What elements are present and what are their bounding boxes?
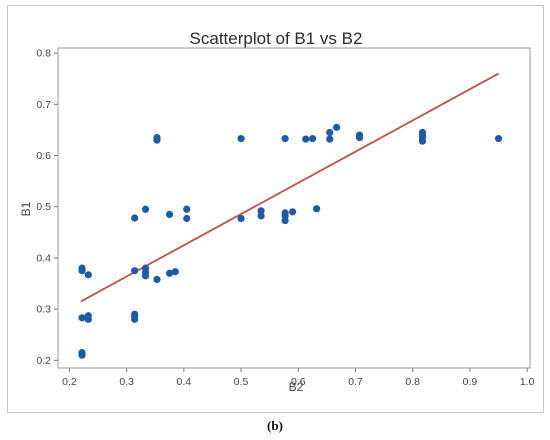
y-tick-label: 0.4	[36, 252, 51, 264]
x-tick-label: 0.5	[234, 376, 249, 388]
x-tick-label: 0.9	[463, 376, 478, 388]
chart-title: Scatterplot of B1 vs B2	[190, 29, 363, 48]
data-point	[165, 269, 174, 277]
data-point	[131, 267, 139, 275]
y-tick-label: 0.3	[36, 304, 51, 316]
y-tick-label: 0.5	[36, 201, 51, 213]
data-point	[281, 209, 289, 217]
plot-border	[57, 47, 531, 369]
data-point	[153, 275, 161, 284]
x-tick-label: 0.8	[405, 376, 420, 388]
data-point	[494, 135, 503, 143]
data-point	[302, 135, 310, 143]
data-point	[326, 135, 334, 143]
data-point	[237, 135, 245, 143]
data-point	[183, 214, 191, 223]
data-point	[84, 312, 92, 320]
y-tick-label: 0.6	[36, 150, 51, 162]
data-point	[78, 264, 86, 272]
data-point	[288, 208, 297, 216]
data-point	[78, 314, 86, 322]
data-point	[141, 205, 150, 213]
data-point	[131, 310, 139, 318]
data-point	[84, 271, 92, 279]
data-point	[237, 214, 245, 223]
x-tick-label: 0.6	[291, 376, 306, 388]
scatter-chart: 0.2 0.3 0.4 0.5 0.6 0.7 0.8 0.9 1.0 0.2 0.3 0.4 0.5 0…	[19, 29, 535, 394]
y-tick-label: 0.8	[36, 48, 51, 60]
x-tick-label: 1.0	[520, 376, 535, 388]
x-tick-label: 0.2	[62, 376, 77, 388]
data-point	[257, 212, 265, 220]
data-point	[281, 135, 289, 143]
chart-frame: 0.2 0.3 0.4 0.5 0.6 0.7 0.8 0.9 1.0 0.2 0.3 0.4 0.5 0…	[7, 5, 544, 413]
figure-caption: (b)	[267, 418, 283, 433]
data-point	[355, 131, 364, 139]
data-point	[183, 205, 191, 213]
data-point	[78, 349, 86, 357]
y-tick-label: 0.2	[36, 355, 51, 367]
x-axis-label: B2	[289, 380, 304, 394]
data-point	[131, 214, 139, 222]
y-tick-label: 0.7	[36, 99, 51, 111]
x-tick-label: 0.7	[348, 376, 363, 388]
data-point	[312, 205, 321, 213]
data-point	[418, 128, 427, 137]
x-tick-label: 0.3	[119, 376, 134, 388]
y-axis-label: B1	[19, 201, 33, 216]
data-point	[326, 128, 334, 137]
data-point	[165, 210, 174, 218]
data-point	[308, 135, 317, 143]
data-point	[257, 207, 265, 215]
data-point	[141, 264, 150, 272]
x-tick-label: 0.4	[177, 376, 192, 388]
data-point	[171, 268, 179, 276]
data-point	[333, 123, 341, 131]
data-point	[153, 134, 161, 142]
regression-line	[80, 72, 499, 303]
